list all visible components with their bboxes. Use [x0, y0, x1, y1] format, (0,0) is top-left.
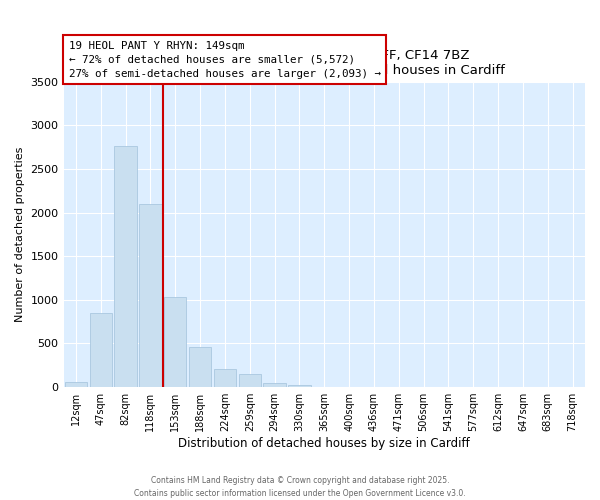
Bar [214, 369, 236, 387]
Y-axis label: Number of detached properties: Number of detached properties [15, 147, 25, 322]
Bar [115, 146, 137, 387]
Bar [189, 347, 211, 387]
Bar [239, 374, 261, 387]
Bar [139, 204, 161, 387]
Bar [89, 313, 112, 387]
Text: 19 HEOL PANT Y RHYN: 149sqm
← 72% of detached houses are smaller (5,572)
27% of : 19 HEOL PANT Y RHYN: 149sqm ← 72% of det… [69, 41, 381, 79]
Text: Contains HM Land Registry data © Crown copyright and database right 2025.
Contai: Contains HM Land Registry data © Crown c… [134, 476, 466, 498]
Title: 19, HEOL PANT Y RHYN, CARDIFF, CF14 7BZ
Size of property relative to detached ho: 19, HEOL PANT Y RHYN, CARDIFF, CF14 7BZ … [143, 48, 505, 76]
Bar [288, 386, 311, 387]
X-axis label: Distribution of detached houses by size in Cardiff: Distribution of detached houses by size … [178, 437, 470, 450]
Bar [263, 382, 286, 387]
Bar [164, 298, 187, 387]
Bar [65, 382, 87, 387]
